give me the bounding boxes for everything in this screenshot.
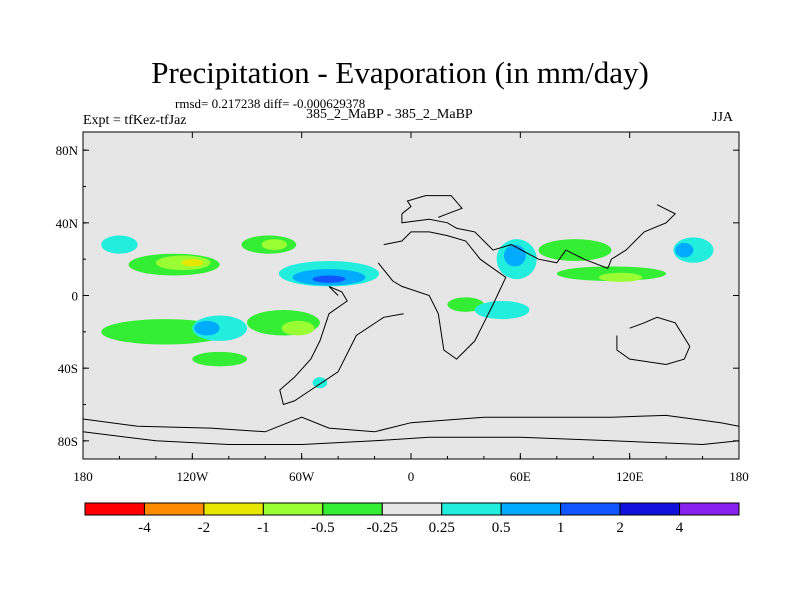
anomaly-region-19	[312, 377, 328, 389]
y-tick-label: 40N	[56, 216, 79, 231]
anomaly-region-10	[281, 320, 315, 336]
anomaly-region-12	[181, 259, 204, 267]
anomaly-region-11	[598, 272, 643, 282]
colorbar-swatch	[619, 502, 681, 516]
colorbar-swatch	[679, 502, 740, 516]
coastline-0	[279, 285, 404, 406]
anomaly-region-21	[503, 244, 526, 267]
coastline-6	[401, 195, 463, 218]
coastline-1	[401, 204, 677, 269]
anomaly-region-7	[447, 297, 484, 312]
colorbar-swatch	[203, 502, 264, 516]
x-tick-label: 180	[73, 469, 93, 484]
colorbar-label: 0.5	[492, 520, 511, 536]
colorbar-label: 1	[557, 520, 565, 536]
colorbar-swatch	[381, 502, 443, 516]
y-tick-label: 0	[72, 289, 79, 304]
colorbar-swatch	[560, 502, 621, 516]
season-label: JJA	[712, 110, 734, 125]
anomaly-region-24	[312, 275, 346, 283]
stats-line: rmsd= 0.217238 diff= -0.000629378	[175, 96, 366, 111]
anomaly-region-18	[474, 300, 530, 320]
experiment-label: Expt = tfKez-tfJaz	[83, 113, 187, 128]
anomaly-fields	[101, 235, 714, 389]
colorbar-swatch	[322, 502, 383, 516]
colorbar-label: -0.5	[311, 520, 335, 536]
anomaly-region-23	[675, 242, 694, 258]
anomaly-region-9	[261, 239, 288, 251]
y-tick-label: 40S	[58, 361, 78, 376]
colorbar-swatch	[441, 502, 502, 516]
colorbar-label: -2	[198, 520, 211, 536]
coastline-3	[616, 316, 691, 366]
x-tick-label: 120W	[176, 469, 209, 484]
x-tick-label: 180	[729, 469, 749, 484]
anomaly-region-22	[194, 320, 220, 336]
y-axis: 80N 40N 0 40S 80S	[56, 143, 739, 449]
anomaly-region-6	[538, 239, 612, 261]
colorbar-swatch	[143, 502, 205, 516]
colorbar-swatch	[500, 502, 562, 516]
colorbar-label: 0.25	[429, 520, 455, 536]
coastlines	[83, 195, 739, 446]
anomaly-region-4	[192, 351, 248, 367]
colorbar-label: -0.25	[367, 520, 398, 536]
map-background	[83, 132, 739, 459]
plot-title: Precipitation - Evaporation (in mm/day)	[151, 55, 649, 90]
anomaly-region-17	[101, 235, 138, 254]
colorbar: -4 -2 -1 -0.5 -0.25 0.25 0.5 1 2 4	[84, 502, 740, 536]
colorbar-label: 4	[676, 520, 684, 536]
colorbar-swatch	[84, 502, 145, 516]
y-tick-label: 80N	[56, 143, 79, 158]
coastline-2	[377, 231, 507, 360]
y-tick-label: 80S	[58, 434, 78, 449]
colorbar-label: 2	[616, 520, 624, 536]
colorbar-label: -4	[138, 520, 151, 536]
x-tick-label: 60W	[289, 469, 315, 484]
x-tick-label: 0	[408, 469, 415, 484]
colorbar-swatch	[262, 502, 324, 516]
coastline-4	[83, 414, 739, 433]
x-tick-label: 120E	[616, 469, 644, 484]
run-label: 385_2_MaBP - 385_2_MaBP	[306, 107, 473, 122]
colorbar-label: -1	[257, 520, 270, 536]
coastline-5	[83, 431, 739, 446]
x-tick-label: 60E	[510, 469, 531, 484]
x-axis: 180 120W 60W 0 60E 120E 180	[73, 132, 749, 484]
